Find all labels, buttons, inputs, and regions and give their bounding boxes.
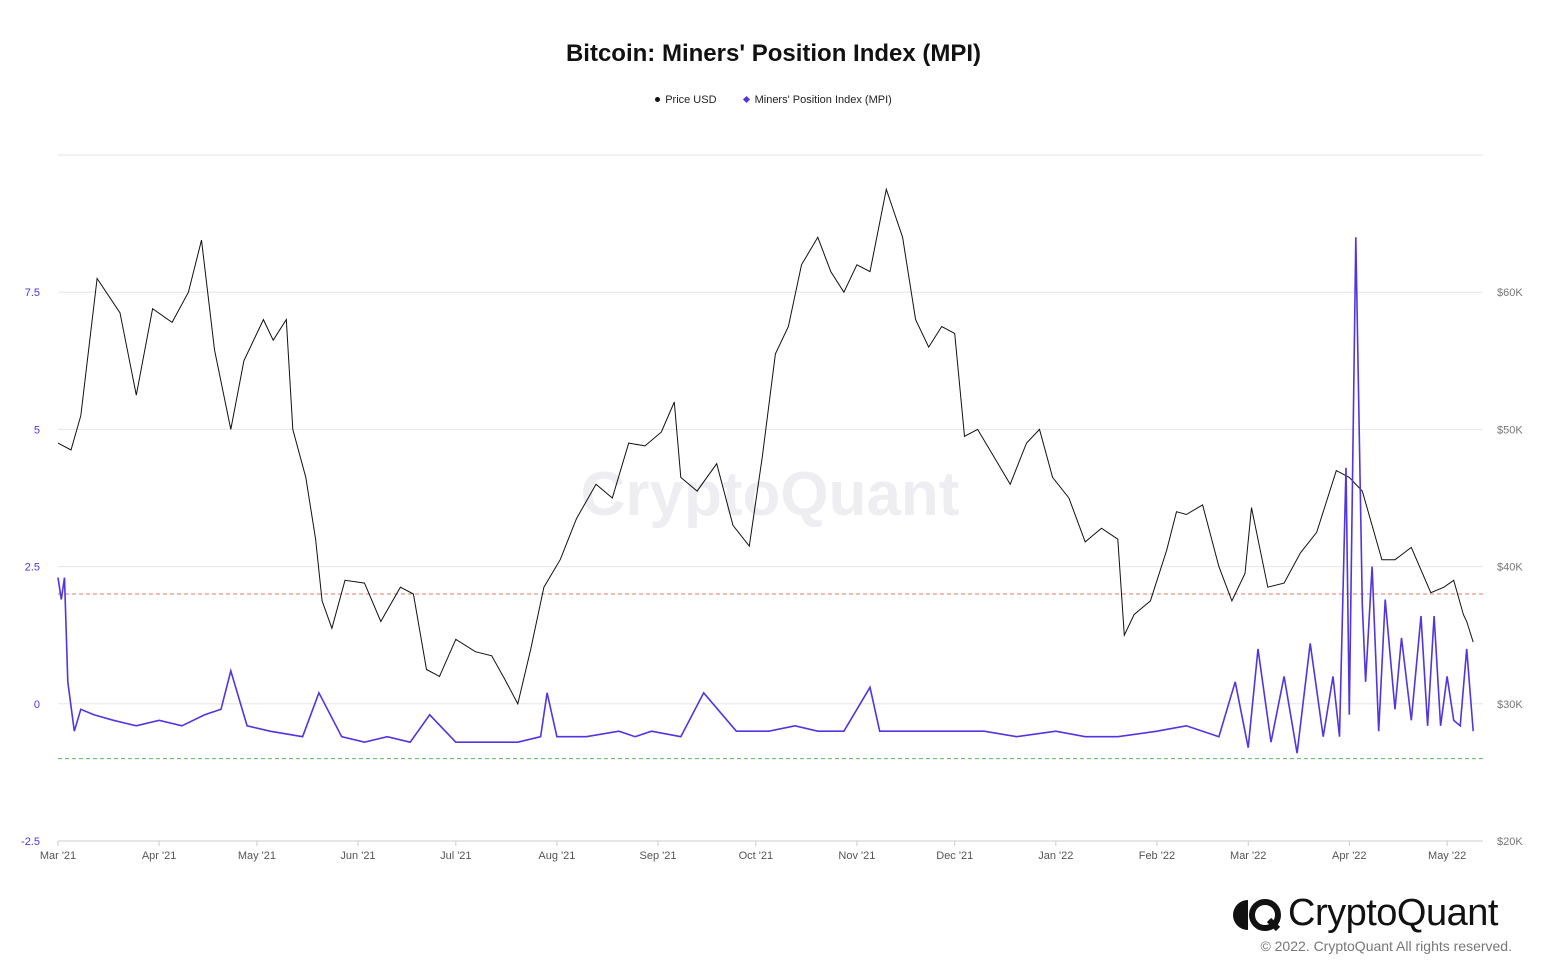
x-tick-label: Feb '22 bbox=[1139, 850, 1175, 862]
right-tick-label: $50K bbox=[1497, 424, 1523, 436]
mpi-series-line[interactable] bbox=[57, 237, 1474, 754]
x-tick-label: Oct '21 bbox=[739, 850, 774, 862]
right-tick-label: $60K bbox=[1497, 287, 1523, 299]
x-tick-label: Dec '21 bbox=[936, 850, 973, 862]
legend: Price USD Miners' Position Index (MPI) bbox=[0, 94, 1547, 106]
cryptoquant-logo-icon bbox=[1233, 899, 1281, 932]
x-tick-label: May '21 bbox=[238, 850, 276, 862]
right-tick-label: $40K bbox=[1497, 562, 1523, 574]
right-tick-label: $20K bbox=[1497, 836, 1523, 848]
left-tick-label: 2.5 bbox=[25, 562, 40, 574]
watermark: CryptoQuant bbox=[581, 460, 960, 529]
left-tick-label: 7.5 bbox=[25, 287, 40, 299]
x-axis: Mar '21 Apr '21 May '21 Jun '21 Jul '21 Aug '… bbox=[40, 840, 1483, 862]
x-tick-label: Apr '22 bbox=[1332, 850, 1367, 862]
price-series-line[interactable] bbox=[57, 187, 1474, 706]
x-tick-label: Jun '21 bbox=[340, 850, 375, 862]
brand-name: CryptoQuant bbox=[1288, 892, 1498, 934]
x-tick-label: Mar '21 bbox=[40, 850, 76, 862]
x-tick-label: Mar '22 bbox=[1230, 850, 1266, 862]
legend-price-label: Price USD bbox=[665, 94, 717, 106]
chart-title: Bitcoin: Miners' Position Index (MPI) bbox=[565, 40, 982, 67]
price-dot-icon bbox=[655, 96, 661, 102]
right-tick-label: $30K bbox=[1497, 699, 1523, 711]
brand-logo: CryptoQuant bbox=[1232, 892, 1522, 936]
left-tick-label: -2.5 bbox=[21, 836, 40, 848]
left-axis: -2.5 0 2.5 5 7.5 bbox=[21, 287, 40, 848]
legend-item-price[interactable]: Price USD bbox=[655, 94, 717, 106]
x-tick-label: Jul '21 bbox=[440, 850, 471, 862]
x-tick-label: Aug '21 bbox=[538, 850, 575, 862]
right-axis: $20K $30K $40K $50K $60K bbox=[1497, 287, 1523, 848]
x-tick-label: Nov '21 bbox=[838, 850, 875, 862]
x-tick-label: May '22 bbox=[1428, 850, 1466, 862]
x-tick-label: Sep '21 bbox=[640, 850, 677, 862]
copyright-text: © 2022. CryptoQuant All rights reserved. bbox=[1260, 938, 1512, 954]
left-tick-label: 5 bbox=[34, 424, 40, 436]
legend-item-mpi[interactable]: Miners' Position Index (MPI) bbox=[742, 94, 892, 106]
legend-mpi-label: Miners' Position Index (MPI) bbox=[754, 94, 892, 106]
left-tick-label: 0 bbox=[34, 699, 40, 711]
x-tick-label: Apr '21 bbox=[142, 850, 177, 862]
x-tick-label: Jan '22 bbox=[1038, 850, 1073, 862]
